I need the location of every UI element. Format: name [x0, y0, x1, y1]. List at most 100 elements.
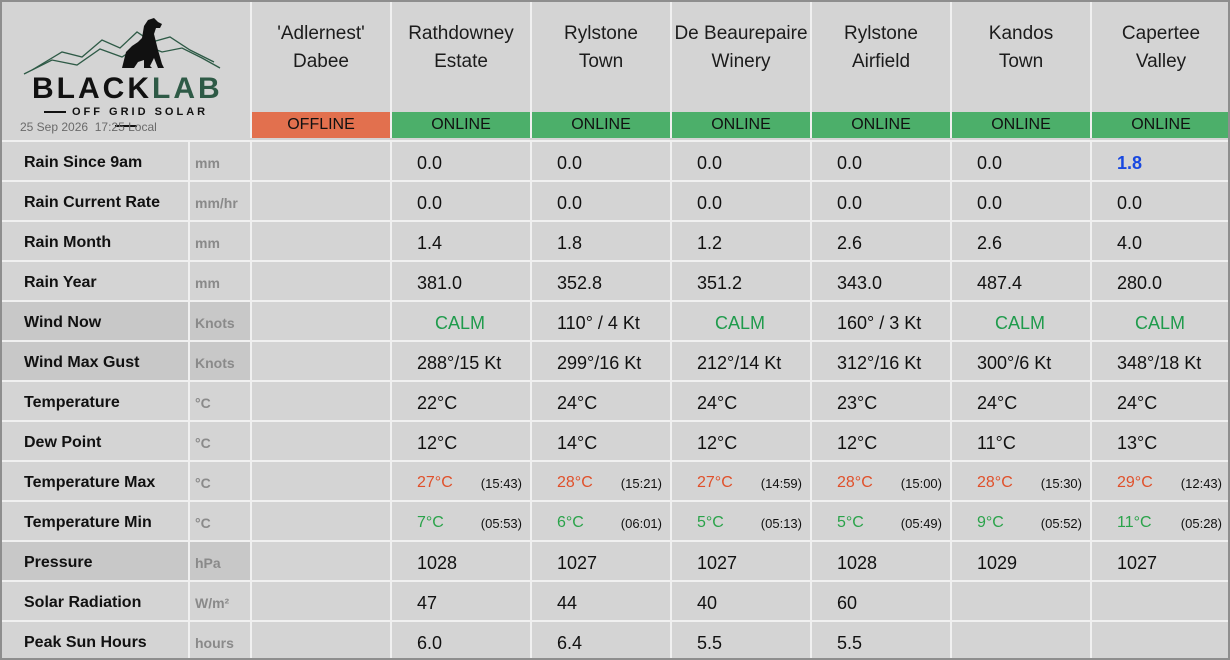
- value-cell: CALM: [434, 313, 485, 333]
- value-cell: 0.0: [837, 193, 863, 213]
- row-label: Rain Month: [24, 234, 112, 251]
- station-name-line1: Rylstone: [564, 23, 638, 44]
- row-divider: [2, 380, 1228, 382]
- row-divider: [2, 580, 1228, 582]
- station-header: 'Adlernest' Dabee: [250, 2, 390, 112]
- value-cell: 343.0: [837, 273, 883, 293]
- row-divider: [2, 500, 1228, 502]
- value-cell: 27°C: [697, 474, 733, 491]
- row-label: Solar Radiation: [24, 594, 142, 611]
- column-divider: [1090, 140, 1092, 658]
- value-time: (05:49): [900, 516, 942, 531]
- value-cell: 28°C: [837, 474, 873, 491]
- logo-brand-black: BLACK: [32, 72, 152, 105]
- row-divider: [2, 620, 1228, 622]
- value-cell: 6.4: [557, 633, 583, 653]
- station-name-line2: Town: [998, 51, 1044, 72]
- row-label: Temperature Max: [24, 474, 156, 491]
- station-name-line1: Capertee: [1121, 23, 1201, 44]
- value-cell: 24°C: [697, 393, 738, 413]
- dog-mountain-icon: [23, 18, 221, 75]
- value-cell: 29°C: [1117, 474, 1153, 491]
- value-cell: 28°C: [977, 474, 1013, 491]
- column-divider: [810, 140, 812, 658]
- value-cell: 40: [697, 593, 718, 613]
- row-label: Dew Point: [24, 434, 102, 451]
- row-divider: [2, 140, 1228, 142]
- value-cell: 11°C: [1117, 514, 1152, 531]
- row-label: Pressure: [24, 554, 93, 571]
- row-label: Temperature: [24, 394, 120, 411]
- station-name-line1: De Beaurepaire: [674, 23, 808, 44]
- row-unit: °C: [195, 515, 211, 531]
- last-updated-timestamp: 25 Sep 2026 17:25 Local: [20, 120, 157, 134]
- value-cell: 13°C: [1117, 433, 1158, 453]
- station-header: Capertee Valley: [1090, 2, 1228, 112]
- value-cell: 0.0: [837, 153, 863, 173]
- column-divider: [250, 140, 252, 658]
- value-cell: 312°/16 Kt: [837, 353, 922, 373]
- row-label: Wind Max Gust: [24, 354, 140, 371]
- value-cell: 12°C: [697, 433, 738, 453]
- value-cell: 9°C: [977, 514, 1004, 531]
- row-label: Wind Now: [24, 314, 102, 331]
- value-cell: 0.0: [977, 193, 1003, 213]
- station-name-line2: Estate: [434, 51, 488, 72]
- station-status-badge: ONLINE: [1090, 112, 1228, 138]
- row-group-shade: [2, 302, 250, 340]
- value-cell: 47: [417, 593, 438, 613]
- row-group-shade: [2, 542, 250, 580]
- value-cell: 0.0: [557, 193, 583, 213]
- value-time: (15:30): [1040, 476, 1082, 491]
- station-name-line2: Winery: [711, 51, 771, 72]
- value-cell: 0.0: [417, 193, 443, 213]
- station-name-line2: Town: [578, 51, 624, 72]
- value-cell: 6.0: [417, 633, 443, 653]
- value-cell: 1.8: [1117, 153, 1143, 173]
- value-cell: 0.0: [697, 153, 723, 173]
- row-divider: [2, 180, 1228, 182]
- row-divider: [2, 460, 1228, 462]
- station-status-badge: ONLINE: [950, 112, 1090, 138]
- value-cell: 352.8: [557, 273, 603, 293]
- column-divider: [390, 140, 392, 658]
- value-time: (05:13): [760, 516, 802, 531]
- value-cell: 351.2: [697, 273, 743, 293]
- value-cell: 5.5: [837, 633, 863, 653]
- row-unit: W/m²: [195, 595, 230, 611]
- station-name-line2: Airfield: [851, 51, 911, 72]
- logo-brand-green: LAB: [152, 72, 223, 105]
- row-divider: [2, 540, 1228, 542]
- value-cell: 0.0: [557, 153, 583, 173]
- row-divider: [2, 220, 1228, 222]
- station-name-line1: 'Adlernest': [277, 23, 365, 44]
- row-unit: hPa: [195, 555, 221, 571]
- value-cell: 24°C: [557, 393, 598, 413]
- value-cell: 0.0: [417, 153, 443, 173]
- station-header: Rathdowney Estate: [390, 2, 530, 112]
- value-cell: 4.0: [1117, 233, 1143, 253]
- row-divider: [2, 420, 1228, 422]
- station-header: Rylstone Town: [530, 2, 670, 112]
- value-cell: 0.0: [697, 193, 723, 213]
- station-status-badge: OFFLINE: [250, 112, 390, 138]
- row-unit: °C: [195, 435, 211, 451]
- row-divider: [2, 260, 1228, 262]
- row-unit: Knots: [195, 315, 235, 331]
- value-time: (14:59): [760, 476, 802, 491]
- logo-tagline: OFF GRID SOLAR: [71, 106, 209, 118]
- value-cell: 2.6: [977, 233, 1003, 253]
- value-cell: 6°C: [557, 514, 584, 531]
- value-cell: 110° / 4 Kt: [557, 313, 640, 333]
- row-unit: mm: [195, 235, 220, 251]
- value-cell: 5.5: [697, 633, 723, 653]
- station-header: Kandos Town: [950, 2, 1090, 112]
- value-time: (15:43): [480, 476, 522, 491]
- value-cell: 5°C: [697, 514, 724, 531]
- value-cell: 212°/14 Kt: [697, 353, 782, 373]
- column-divider: [950, 140, 952, 658]
- value-time: (15:21): [620, 476, 662, 491]
- station-name-line1: Rathdowney: [408, 23, 514, 44]
- station-name-line1: Rylstone: [844, 23, 918, 44]
